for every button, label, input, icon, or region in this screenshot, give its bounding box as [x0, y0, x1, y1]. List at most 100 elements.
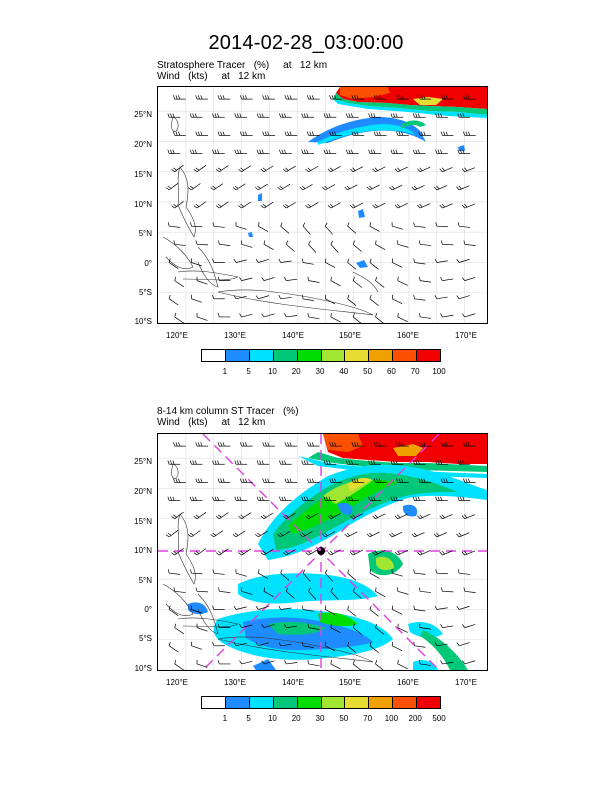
wind-barb [440, 313, 454, 318]
wind-barb [330, 276, 341, 287]
wind-barb [352, 660, 362, 670]
wind-barb [232, 530, 246, 538]
colorbar-box [297, 350, 322, 361]
panel1-lat-label: 10°S [134, 317, 152, 326]
wind-barb [347, 641, 357, 653]
wind-barb [305, 202, 319, 209]
wind-barb [218, 240, 231, 246]
wind-barb [369, 258, 379, 270]
wind-barb [369, 294, 379, 306]
wind-barb [239, 624, 253, 628]
wind-barb [279, 113, 292, 118]
colorbar-box [369, 697, 394, 708]
wind-barb [413, 258, 426, 265]
wind-barb [323, 496, 337, 501]
colorbar-tick-label: 20 [291, 714, 301, 723]
wind-barb [330, 623, 341, 634]
wind-barb [373, 131, 387, 136]
wind-barb [260, 512, 274, 520]
colorbar-tick-label: 40 [339, 367, 349, 376]
wind-barb [258, 569, 269, 579]
wind-barb [418, 95, 432, 100]
wind-barb [457, 113, 471, 118]
panel1-title-line1: Stratosphere Tracer (%) at 12 km [157, 60, 328, 71]
wind-barb [372, 513, 386, 520]
wind-barb [375, 660, 384, 670]
panel1-lon-label: 150°E [339, 331, 361, 340]
wind-barb [188, 530, 201, 538]
wind-barb [330, 659, 341, 670]
wind-barb [375, 587, 386, 597]
wind-barb [324, 569, 333, 582]
wind-barb [193, 165, 207, 173]
panel1-lat-label: 0° [144, 259, 152, 268]
panel2-lat-label: 5°S [139, 634, 152, 643]
wind-barb [212, 496, 225, 501]
wind-barb [322, 184, 336, 191]
wind-barb [189, 496, 203, 501]
wind-barb [461, 514, 476, 520]
wind-barb [352, 587, 362, 599]
wind-barb [456, 295, 470, 300]
wind-barb [413, 605, 426, 612]
wind-barb [285, 240, 295, 252]
wind-barb [238, 201, 252, 209]
wind-barb [350, 202, 364, 209]
wind-barb [412, 496, 426, 501]
wind-barb [191, 258, 202, 267]
wind-barb [329, 478, 342, 483]
colorbar-tick-label: 1 [222, 367, 228, 376]
wind-barb [391, 258, 403, 268]
wind-barb [210, 530, 224, 538]
wind-barb [368, 113, 381, 118]
wind-barb [301, 149, 314, 154]
wind-barb [302, 222, 311, 235]
wind-barb [306, 95, 320, 100]
wind-barb [258, 222, 269, 232]
wind-barb [171, 164, 184, 173]
colorbar-tick-label: 70 [363, 714, 373, 723]
wind-barb [456, 605, 470, 610]
wind-barb [397, 276, 408, 286]
panel1-gridlines [158, 87, 487, 323]
wind-barb [435, 113, 448, 118]
colorbar-box [273, 697, 298, 708]
colorbar-box [417, 350, 441, 361]
colorbar-box [369, 350, 394, 361]
wind-barb [440, 660, 454, 665]
colorbar-box [393, 350, 418, 361]
panel1-lon-label: 140°E [282, 331, 304, 340]
colorbar-tick-label: 10 [267, 367, 277, 376]
wind-barb [435, 460, 448, 465]
wind-barb [189, 113, 203, 118]
wind-barb [212, 258, 225, 263]
panel2-map [157, 433, 488, 671]
wind-barb [174, 312, 185, 323]
wind-barb [308, 240, 317, 253]
wind-barb [240, 95, 253, 100]
wind-barb [260, 548, 274, 556]
wind-barb [167, 496, 181, 501]
wind-barb [391, 222, 403, 230]
wind-barb [440, 478, 454, 483]
wind-barb [191, 641, 202, 650]
wind-barb [210, 183, 224, 191]
colorbar-box [393, 697, 418, 708]
colorbar-tick-label: 30 [315, 367, 325, 376]
panel2-lon-label: 170°E [455, 678, 477, 687]
wind-barb [369, 605, 379, 617]
wind-barb [215, 512, 229, 520]
wind-barb [308, 587, 317, 600]
wind-barb [369, 641, 379, 653]
wind-barb [372, 166, 386, 173]
wind-barb [440, 442, 454, 447]
wind-barb [196, 276, 208, 285]
wind-barb [396, 442, 409, 447]
panel2-tracer-field [188, 434, 487, 670]
colorbar-tick-label: 20 [291, 367, 301, 376]
colorbar-box [345, 350, 370, 361]
wind-barb [195, 442, 209, 447]
wind-barb [278, 295, 292, 300]
wind-barb [173, 478, 186, 483]
wind-barb [418, 240, 432, 246]
